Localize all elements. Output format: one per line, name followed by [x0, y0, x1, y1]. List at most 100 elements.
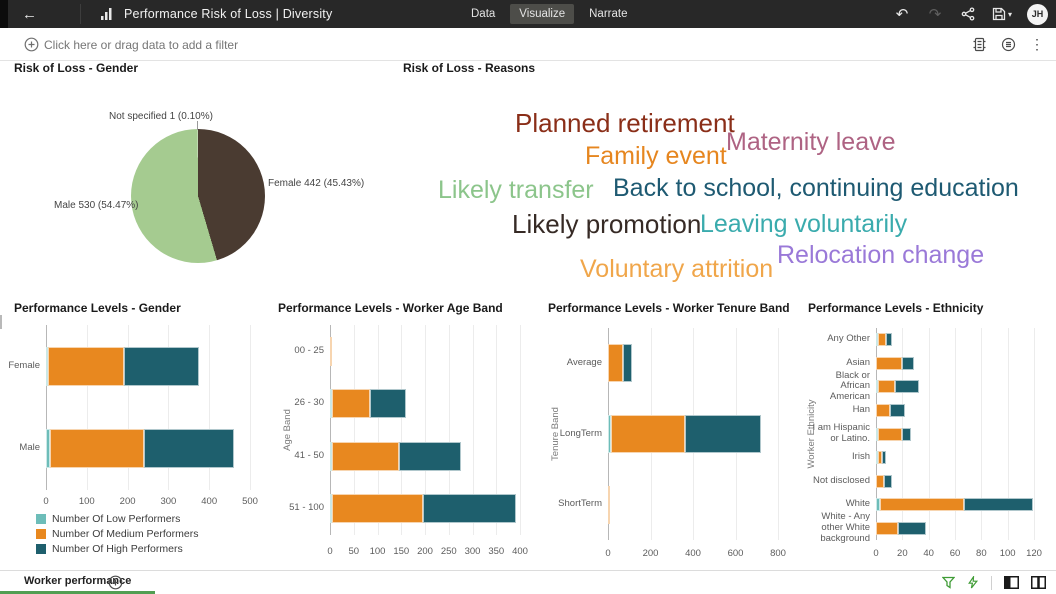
bar-row[interactable] [330, 336, 333, 366]
bar-segment[interactable] [608, 485, 610, 524]
bar-segment[interactable] [123, 346, 199, 386]
wordcloud-word[interactable]: Voluntary attrition [580, 255, 774, 283]
bar-segment[interactable] [876, 427, 878, 441]
bar-segment[interactable] [622, 344, 633, 383]
bar-segment[interactable] [399, 441, 462, 471]
bar-segment[interactable] [885, 333, 893, 347]
bar-segment[interactable] [608, 415, 612, 453]
bar-row[interactable] [876, 498, 1033, 512]
more-options-icon[interactable]: ⋮ [1030, 36, 1044, 52]
wordcloud-word[interactable]: Likely promotion [512, 209, 702, 239]
bar-segment[interactable] [881, 451, 886, 465]
bar-segment[interactable] [370, 389, 406, 419]
bar-row[interactable] [46, 346, 199, 386]
filter-status-icon[interactable] [942, 576, 955, 589]
tab-worker-performance[interactable]: Worker performance [0, 571, 156, 594]
bar-row[interactable] [330, 494, 516, 524]
bar-segment[interactable] [883, 474, 892, 488]
bar-row[interactable] [608, 415, 761, 453]
wordcloud-word[interactable]: Family event [585, 142, 727, 170]
save-button[interactable]: ▾ [992, 7, 1012, 21]
bar-segment[interactable] [878, 380, 896, 394]
legend-item[interactable]: Number Of High Performers [36, 543, 198, 555]
bar-row[interactable] [608, 344, 633, 383]
bar-segment[interactable] [876, 521, 899, 535]
tab-narrate[interactable]: Narrate [589, 8, 628, 20]
bar-segment[interactable] [876, 356, 903, 370]
wordcloud-word[interactable]: Maternity leave [726, 128, 896, 156]
bar-row[interactable] [876, 403, 905, 417]
bar-segment[interactable] [876, 380, 878, 394]
tab-data[interactable]: Data [471, 8, 496, 20]
bar-segment[interactable] [50, 429, 144, 469]
lightning-icon[interactable] [967, 576, 979, 589]
filter-prompt[interactable]: Click here or drag data to add a filter [44, 37, 239, 52]
bar-row[interactable] [608, 485, 610, 524]
bar-segment[interactable] [330, 494, 332, 524]
avatar[interactable]: JH [1027, 3, 1048, 25]
y-axis-line [330, 325, 331, 535]
wordcloud-word[interactable]: Likely transfer [438, 176, 594, 204]
back-button[interactable]: ← [22, 5, 37, 23]
bar-row[interactable] [876, 427, 911, 441]
bar-segment[interactable] [608, 344, 623, 383]
properties-icon[interactable] [1001, 37, 1016, 52]
bar-segment[interactable] [330, 441, 332, 471]
bar-segment[interactable] [879, 498, 965, 512]
bar-segment[interactable] [48, 346, 124, 386]
wordcloud-word[interactable]: Leaving voluntarily [700, 210, 908, 238]
undo-icon[interactable]: ↶ [895, 6, 909, 23]
bar-segment[interactable] [876, 451, 878, 465]
bar-segment[interactable] [890, 403, 905, 417]
legend-item[interactable]: Number Of Medium Performers [36, 528, 198, 540]
bar-segment[interactable] [46, 346, 49, 386]
bar-segment[interactable] [876, 333, 878, 347]
bar-segment[interactable] [46, 429, 51, 469]
bar-segment[interactable] [876, 498, 880, 512]
bar-segment[interactable] [902, 356, 915, 370]
bar-segment[interactable] [330, 336, 333, 366]
redo-icon[interactable]: ↷ [928, 6, 942, 23]
bar-row[interactable] [876, 333, 893, 347]
bar-segment[interactable] [876, 403, 891, 417]
bar-segment[interactable] [876, 474, 884, 488]
bar-segment[interactable] [423, 494, 516, 524]
panel-split-icon[interactable] [1031, 576, 1046, 589]
bar-segment[interactable] [878, 427, 902, 441]
tab-visualize[interactable]: Visualize [510, 4, 575, 24]
pie[interactable] [131, 129, 265, 263]
gridline [1007, 328, 1009, 540]
bar-segment[interactable] [878, 451, 882, 465]
bar-row[interactable] [876, 474, 892, 488]
bar-segment[interactable] [611, 415, 685, 453]
add-filter-icon[interactable] [24, 37, 39, 57]
wordcloud-word[interactable]: Planned retirement [515, 108, 735, 138]
bar-row[interactable] [330, 441, 462, 471]
wordcloud-word[interactable]: Back to school, continuing education [613, 174, 1019, 202]
bar-row[interactable] [876, 356, 915, 370]
bar-row[interactable] [46, 429, 234, 469]
bar-segment[interactable] [964, 498, 1033, 512]
bar-row[interactable] [876, 380, 919, 394]
bar-segment[interactable] [143, 429, 234, 469]
bar-segment[interactable] [895, 380, 919, 394]
bar-segment[interactable] [332, 389, 371, 419]
bar-segment[interactable] [330, 389, 333, 419]
bar-segment[interactable] [878, 333, 886, 347]
wordcloud-word[interactable]: Relocation change [777, 241, 985, 269]
bar-row[interactable] [876, 451, 886, 465]
bar-segment[interactable] [684, 415, 761, 453]
legend-item[interactable]: Number Of Low Performers [36, 513, 198, 525]
bar-segment[interactable] [898, 521, 927, 535]
bar-segment[interactable] [332, 441, 400, 471]
category-label: Irish [852, 451, 870, 463]
bar-row[interactable] [330, 389, 406, 419]
bar-segment[interactable] [332, 494, 424, 524]
bar-row[interactable] [876, 521, 927, 535]
share-icon[interactable] [959, 5, 977, 23]
fields-icon[interactable] [972, 37, 987, 52]
panel-left-icon[interactable] [1004, 576, 1019, 589]
bar-segment[interactable] [901, 427, 911, 441]
add-tab-icon[interactable] [108, 575, 123, 594]
x-tick-label: 800 [770, 548, 786, 559]
